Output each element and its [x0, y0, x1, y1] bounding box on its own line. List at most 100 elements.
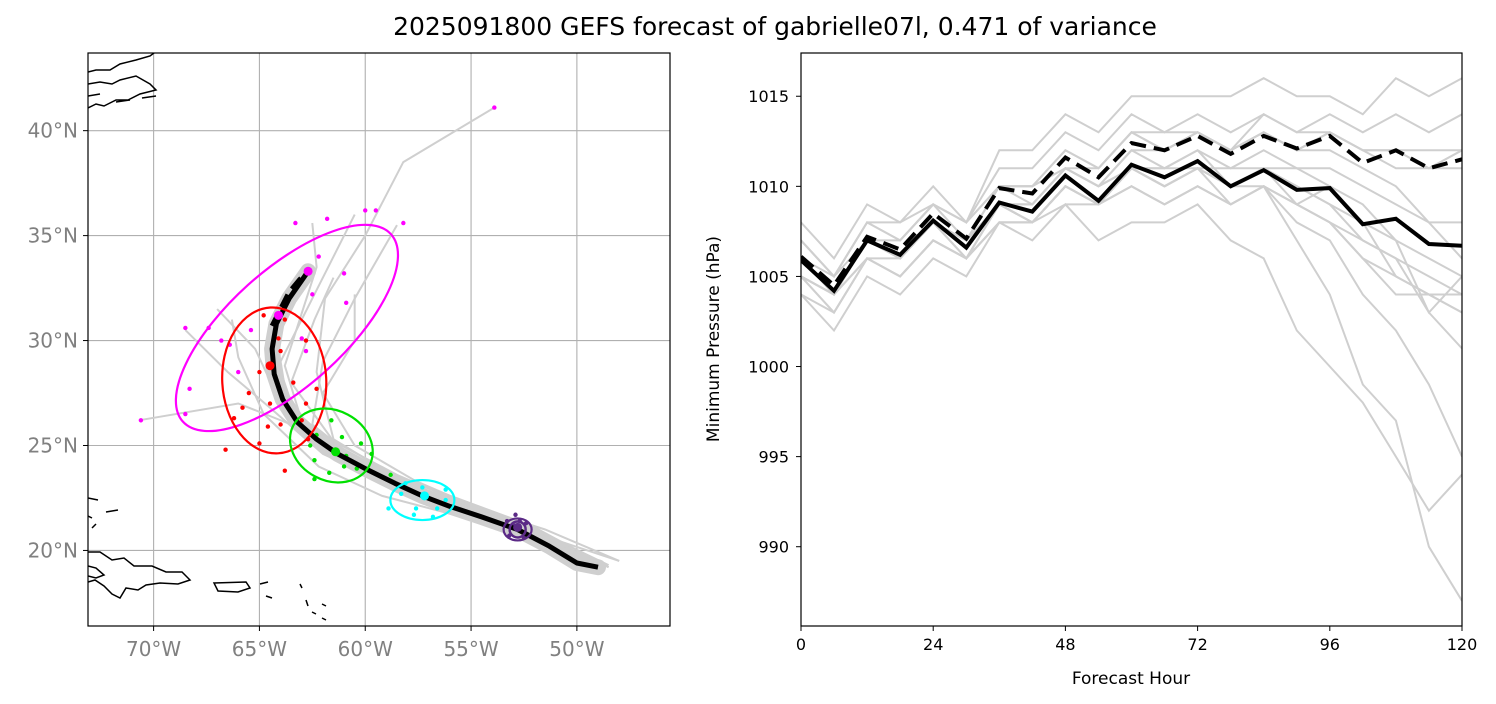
member-position-red	[246, 390, 252, 396]
member-position-magenta	[183, 325, 188, 331]
member-position-green	[358, 441, 364, 446]
member-position-cyan	[411, 512, 417, 517]
y-tick-label: 990	[758, 538, 789, 557]
member-position-magenta	[293, 220, 298, 226]
spread-ring-purple	[508, 520, 527, 539]
member-position-cyan	[420, 485, 425, 490]
bahamas	[88, 497, 119, 529]
member-pressure-line	[801, 131, 1462, 297]
x-tick-label: 0	[796, 635, 806, 654]
member-position-red	[282, 468, 288, 473]
map-frame	[87, 52, 671, 627]
member-position-magenta	[299, 336, 304, 341]
spread-ellipse-red	[221, 306, 328, 455]
member-position-green	[329, 418, 334, 423]
y-axis-label: Minimum Pressure (hPa)	[704, 236, 724, 442]
lat-tick-label: 40°N	[28, 119, 78, 143]
member-position-green	[312, 476, 317, 482]
member-position-magenta	[363, 208, 368, 213]
member-position-green	[341, 464, 347, 469]
pressure-plot: 0 24 48 72 96 120 990 995 1000 1005 1010 1015 Forec…	[704, 52, 1478, 689]
member-position-cyan	[435, 506, 440, 511]
member-position-purple	[513, 512, 518, 517]
mean-position-marker	[331, 447, 341, 457]
mean-position-marker	[420, 491, 430, 501]
member-position-red	[223, 447, 228, 452]
pressure-plot-frame	[800, 52, 1463, 627]
member-position-red	[267, 401, 273, 406]
x-tick-label: 120	[1447, 635, 1478, 654]
member-position-magenta	[341, 271, 347, 276]
ensemble-track	[315, 106, 610, 569]
lon-tick-label: 65°W	[232, 637, 287, 661]
lon-tick-label: 60°W	[338, 637, 393, 661]
x-tick-label: 72	[1187, 635, 1207, 654]
member-position-red	[303, 401, 309, 406]
member-position-green	[327, 470, 332, 475]
mean-position-marker	[513, 522, 523, 532]
track-map: 70°W 65°W 60°W 55°W 50°W 20°N 25°N 30°N 35°N 40°N	[28, 52, 671, 661]
member-position-red	[240, 405, 245, 410]
track-spread-band	[264, 263, 606, 576]
member-position-green	[312, 457, 317, 463]
lat-tick-label: 30°N	[28, 329, 78, 353]
member-position-red	[282, 317, 288, 322]
lon-tick-label: 55°W	[443, 637, 498, 661]
member-pressure-line	[801, 202, 1462, 513]
member-position-magenta	[310, 292, 315, 297]
member-position-magenta	[324, 216, 330, 222]
member-position-cyan	[399, 491, 404, 496]
member-position-cyan	[443, 487, 448, 492]
member-position-magenta	[183, 411, 188, 417]
spread-ellipse-cyan	[389, 478, 456, 522]
page-title: 2025091800 GEFS forecast of gabrielle07l…	[393, 12, 1157, 41]
lon-tick-label: 70°W	[126, 637, 181, 661]
member-position-red	[276, 336, 281, 341]
member-position-magenta	[316, 254, 321, 259]
member-position-red	[231, 416, 237, 421]
y-tick-label: 1010	[748, 177, 789, 196]
y-tick-label: 1000	[748, 358, 789, 377]
member-position-red	[278, 422, 283, 427]
member-position-red	[299, 418, 304, 423]
lesser-antilles	[299, 583, 332, 626]
member-position-red	[291, 380, 296, 385]
lat-tick-label: 25°N	[28, 433, 78, 457]
ensemble-track	[290, 277, 610, 569]
member-position-red	[265, 424, 271, 429]
puerto-rico-coast	[212, 581, 252, 593]
member-position-red	[314, 386, 319, 392]
member-position-green	[339, 434, 345, 440]
cuba-tip	[88, 565, 106, 579]
member-position-magenta	[248, 327, 254, 333]
member-position-magenta	[401, 220, 406, 226]
lon-tick-label: 50°W	[549, 637, 604, 661]
member-position-red	[261, 313, 266, 318]
x-tick-label: 96	[1320, 635, 1340, 654]
ensemble-track	[279, 214, 603, 575]
member-pressure-line	[801, 76, 1462, 279]
new-england-coast	[88, 53, 158, 109]
y-tick-label: 1015	[748, 87, 789, 106]
mean-pressure-line	[801, 158, 1462, 294]
member-position-red	[303, 338, 309, 343]
coastlines	[88, 53, 332, 626]
member-position-magenta	[236, 369, 241, 375]
lat-tick-label: 35°N	[28, 224, 78, 248]
member-position-red	[278, 348, 283, 354]
y-tick-label: 995	[758, 448, 789, 467]
member-position-magenta	[187, 386, 192, 392]
member-position-magenta	[303, 348, 309, 354]
member-position-cyan	[413, 506, 419, 511]
member-position-cyan	[443, 497, 448, 503]
spread-ellipse-green	[288, 407, 374, 484]
member-pressure-line	[801, 167, 1462, 602]
member-pressure-line	[801, 167, 1462, 458]
mean-position-marker	[265, 361, 275, 371]
mean-track	[269, 269, 599, 570]
member-position-red	[257, 441, 262, 446]
member-pressure-line	[801, 131, 1462, 296]
dashed-pressure-line	[801, 133, 1462, 289]
virgin-islands	[259, 581, 273, 599]
